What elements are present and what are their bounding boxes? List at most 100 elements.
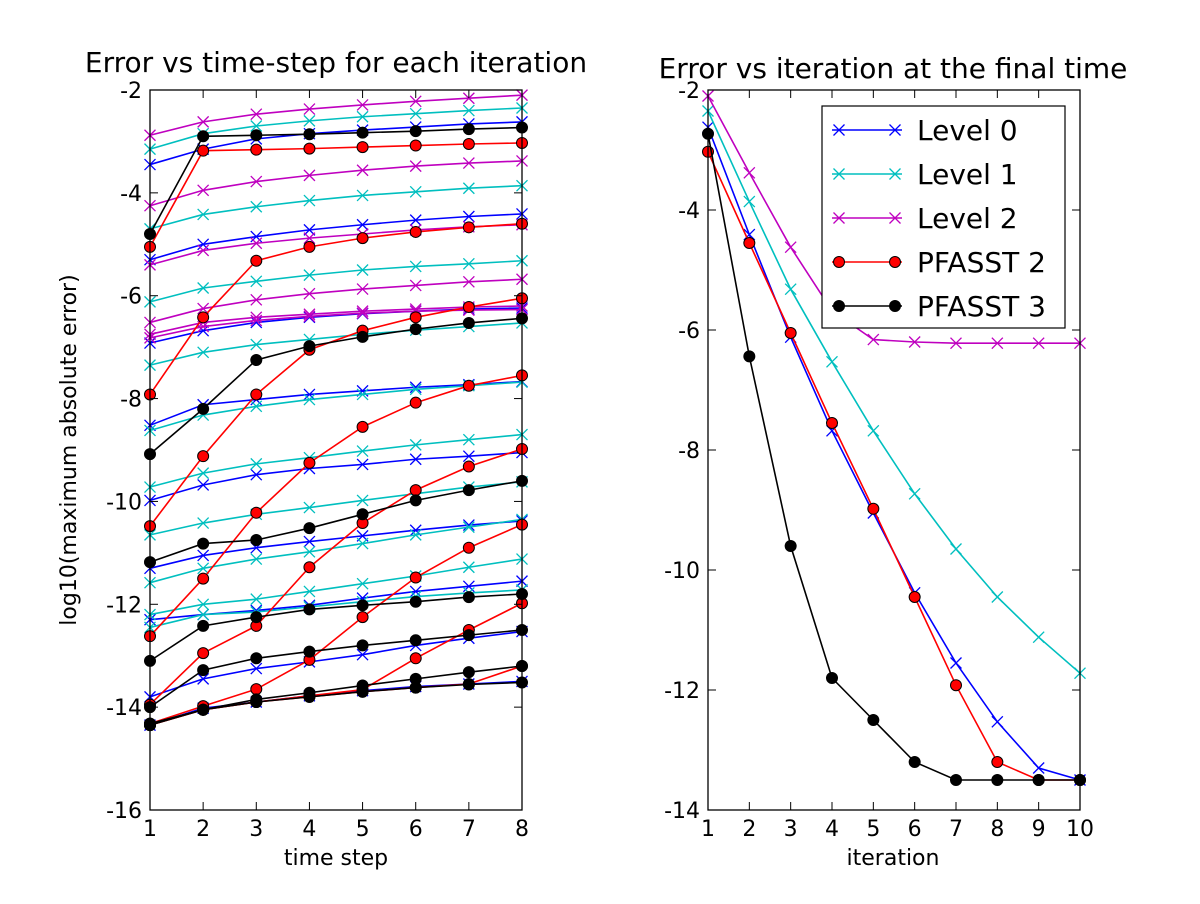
data-point-x <box>197 549 210 562</box>
data-point-x <box>356 305 369 318</box>
data-point-circle <box>197 537 210 550</box>
data-point-circle <box>409 125 422 138</box>
series-line <box>149 213 523 261</box>
data-point-circle <box>743 237 756 249</box>
series-line <box>149 593 523 662</box>
legend-item: PFASST 2 <box>832 246 1046 279</box>
y-tick-label: -10 <box>664 559 700 584</box>
left-axis-ticks: 1 2 3 4 5 6 7 8 -16 -14 -12 -10 -8 -6 -4 -2 <box>106 79 529 842</box>
x-tick-label: 4 <box>302 817 316 842</box>
y-tick-label: -12 <box>106 593 142 618</box>
data-point-x <box>908 336 921 348</box>
data-point-circle <box>409 681 422 694</box>
right-x-axis-label: iteration <box>847 846 940 871</box>
left-chart-title: Error vs time-step for each iteration <box>85 46 587 79</box>
data-point-x <box>303 585 316 598</box>
data-point-x <box>250 275 263 288</box>
data-point-x <box>462 210 475 223</box>
data-point-circle <box>462 666 475 679</box>
series-line <box>149 451 523 502</box>
right-plot-frame <box>707 89 1081 811</box>
series-line <box>149 523 523 725</box>
series-line <box>707 133 1080 781</box>
data-point-circle <box>356 141 369 154</box>
data-point-circle <box>197 647 210 660</box>
data-point-x <box>356 648 369 661</box>
series-line <box>707 151 1080 781</box>
data-point-x <box>462 519 475 532</box>
data-point-x <box>250 457 263 470</box>
data-point-circle <box>462 629 475 642</box>
data-point-x <box>250 316 263 329</box>
data-point-circle <box>303 128 316 141</box>
data-point-x <box>356 458 369 471</box>
data-point-circle <box>867 502 880 515</box>
y-tick-label: -10 <box>106 490 142 515</box>
data-point-x <box>197 608 210 621</box>
data-point-circle <box>303 690 316 703</box>
data-point-x <box>409 453 422 466</box>
y-tick-label: -14 <box>664 799 700 824</box>
data-point-x <box>356 283 369 295</box>
x-tick-label: 6 <box>409 817 423 842</box>
data-point-circle <box>991 774 1004 786</box>
data-point-circle <box>250 652 263 665</box>
data-point-circle <box>303 340 316 353</box>
data-point-circle <box>303 456 316 469</box>
data-point-x <box>409 260 422 273</box>
data-point-x <box>462 450 475 463</box>
data-point-x <box>303 308 316 321</box>
right-axis-ticks: 1 2 3 4 5 6 7 8 9 10 -14 -12 -10 -8 -6 -4 -2 <box>664 79 1094 842</box>
series-line <box>149 305 523 336</box>
data-point-x <box>356 494 369 507</box>
data-point-x <box>826 355 838 368</box>
data-point-x <box>356 537 369 550</box>
data-point-circle <box>991 756 1004 768</box>
data-point-circle <box>462 123 475 136</box>
data-point-x <box>250 314 263 327</box>
data-point-x <box>197 208 210 221</box>
y-tick-label: -6 <box>678 319 700 344</box>
data-point-x <box>250 468 263 481</box>
data-point-x <box>250 593 263 606</box>
data-point-circle <box>303 522 316 535</box>
data-point-circle <box>197 402 210 415</box>
data-point-x <box>1032 631 1045 644</box>
series-line <box>149 433 523 488</box>
data-point-circle <box>409 396 422 409</box>
data-point-circle <box>197 572 210 585</box>
data-point-circle <box>197 450 210 463</box>
legend-label: PFASST 2 <box>917 246 1046 279</box>
data-point-x <box>356 388 369 401</box>
data-point-circle <box>356 508 369 521</box>
data-point-circle <box>462 301 475 314</box>
data-point-x <box>462 92 475 105</box>
data-point-x <box>409 585 422 598</box>
series-line <box>149 381 523 432</box>
right-chart-panel: Error vs iteration at the final time ite… <box>659 52 1128 871</box>
data-point-x <box>356 98 369 111</box>
data-point-circle <box>409 571 422 584</box>
series-line <box>149 121 523 166</box>
left-plot-frame <box>149 89 523 811</box>
data-point-circle <box>1032 774 1045 786</box>
data-point-circle <box>303 645 316 658</box>
x-tick-label: 7 <box>462 817 476 842</box>
data-point-circle <box>250 611 263 624</box>
data-point-x <box>197 282 210 294</box>
data-point-circle <box>462 379 475 392</box>
data-point-x <box>462 561 475 574</box>
data-point-x <box>303 103 316 115</box>
x-tick-label: 9 <box>1032 817 1046 842</box>
data-point-circle <box>826 417 838 429</box>
data-point-circle <box>409 323 422 336</box>
data-point-circle <box>409 484 422 497</box>
y-tick-label: -16 <box>106 799 142 824</box>
data-point-x <box>462 104 475 117</box>
x-tick-label: 8 <box>515 817 529 842</box>
data-point-circle <box>409 311 422 324</box>
data-point-x <box>356 110 369 123</box>
data-point-x <box>784 283 797 296</box>
data-point-x <box>250 400 263 413</box>
data-point-x <box>197 115 210 128</box>
